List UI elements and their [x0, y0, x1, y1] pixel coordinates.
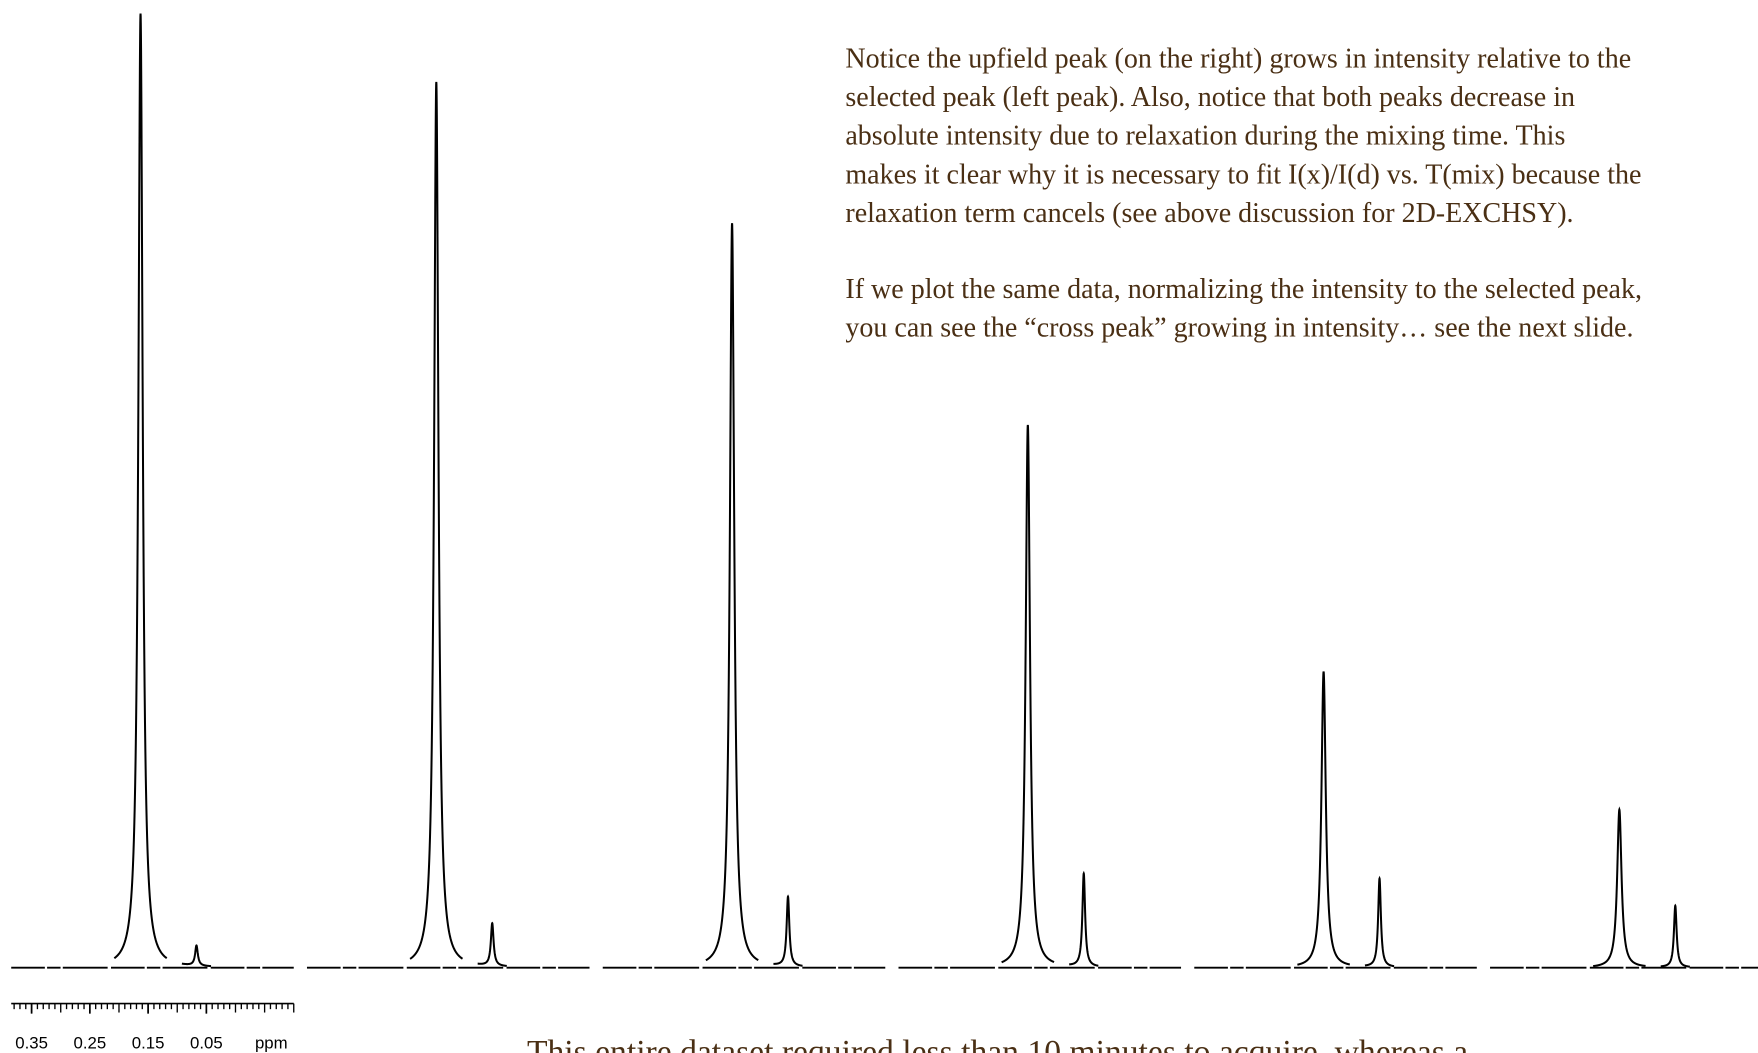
- paragraph-line: If we plot the same data, normalizing th…: [845, 274, 1642, 305]
- footer-text: This entire dataset required less than 1…: [527, 1034, 1468, 1053]
- paragraph-line: Notice the upfield peak (on the right) g…: [845, 43, 1631, 74]
- peak: [1593, 806, 1646, 968]
- paragraph-line: you can see the “cross peak” growing in …: [845, 312, 1633, 343]
- peak: [1069, 870, 1099, 967]
- peak: [1364, 875, 1395, 968]
- paragraph-line: makes it clear why it is necessary to fi…: [845, 159, 1641, 190]
- peak: [705, 223, 759, 962]
- paragraph-line: relaxation term cancels (see above discu…: [845, 198, 1573, 229]
- x-axis-label: ppm: [255, 1033, 288, 1052]
- x-tick-label: 0.25: [74, 1033, 107, 1052]
- x-tick-label: 0.05: [190, 1033, 223, 1052]
- peak: [1001, 424, 1055, 964]
- peak: [181, 944, 212, 968]
- peak: [477, 921, 507, 967]
- x-tick-label: 0.15: [132, 1033, 165, 1052]
- paragraph-line: selected peak (left peak). Also, notice …: [845, 82, 1575, 113]
- peak: [113, 13, 168, 960]
- x-tick-label: 0.35: [15, 1033, 48, 1052]
- peak: [1297, 671, 1351, 966]
- peak: [1660, 903, 1690, 968]
- peak: [409, 81, 464, 960]
- paragraph-line: absolute intensity due to relaxation dur…: [845, 121, 1565, 152]
- peak: [773, 894, 803, 967]
